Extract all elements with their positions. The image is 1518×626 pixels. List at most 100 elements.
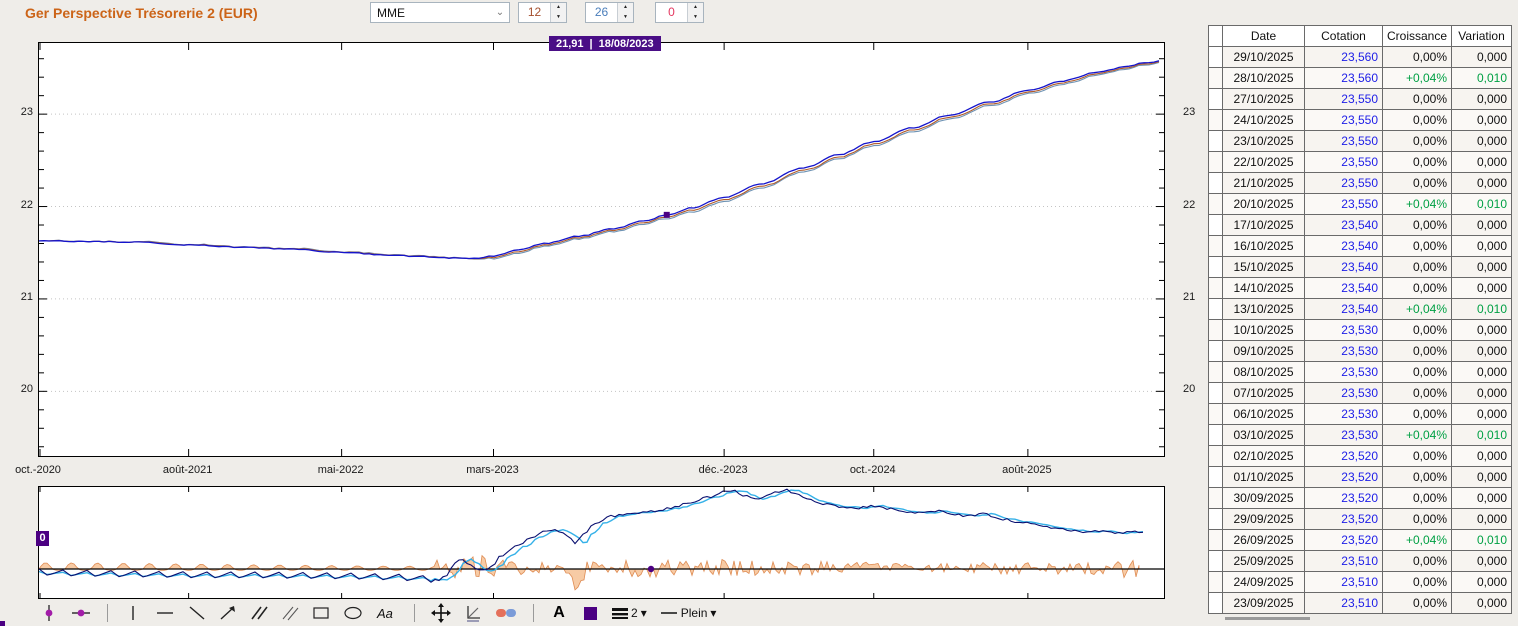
tooltip-date: 18/08/2023 <box>598 37 654 50</box>
row-select-cell[interactable] <box>1208 571 1223 593</box>
slow-period-down-button[interactable]: ▼ <box>618 12 633 22</box>
table-row[interactable]: 10/10/2025 23,530 0,00% 0,000 <box>1208 319 1513 341</box>
row-select-cell[interactable] <box>1208 361 1223 383</box>
macd-indicator-panel[interactable] <box>38 486 1165 599</box>
horizontal-cursor-tool-button[interactable] <box>71 602 91 624</box>
row-select-cell[interactable] <box>1208 298 1223 320</box>
table-row[interactable]: 23/09/2025 23,510 0,00% 0,000 <box>1208 592 1513 614</box>
table-row[interactable]: 24/10/2025 23,550 0,00% 0,000 <box>1208 109 1513 131</box>
table-row[interactable]: 25/09/2025 23,510 0,00% 0,000 <box>1208 550 1513 572</box>
ellipse-tool-button[interactable] <box>343 602 363 624</box>
table-row[interactable]: 07/10/2025 23,530 0,00% 0,000 <box>1208 382 1513 404</box>
third-period-stepper[interactable]: 0 ▲ ▼ <box>655 2 704 23</box>
text-tool-button[interactable]: Aa <box>376 602 398 624</box>
table-row[interactable]: 16/10/2025 23,540 0,00% 0,000 <box>1208 235 1513 257</box>
oblique-line-tool-button[interactable] <box>188 602 206 624</box>
chevron-down-icon: ▾ <box>640 606 647 620</box>
row-select-cell[interactable] <box>1208 109 1223 131</box>
row-select-cell[interactable] <box>1208 172 1223 194</box>
scale-axes-tool-button[interactable] <box>464 602 482 624</box>
row-select-cell[interactable] <box>1208 445 1223 467</box>
eraser-tool-button[interactable] <box>495 602 517 624</box>
row-select-cell[interactable] <box>1208 550 1223 572</box>
table-row[interactable]: 08/10/2025 23,530 0,00% 0,000 <box>1208 361 1513 383</box>
table-row[interactable]: 06/10/2025 23,530 0,00% 0,000 <box>1208 403 1513 425</box>
table-row[interactable]: 26/09/2025 23,520 +0,04% 0,010 <box>1208 529 1513 551</box>
row-select-cell[interactable] <box>1208 214 1223 236</box>
table-row[interactable]: 02/10/2025 23,520 0,00% 0,000 <box>1208 445 1513 467</box>
row-select-cell[interactable] <box>1208 67 1223 89</box>
table-row[interactable]: 14/10/2025 23,540 0,00% 0,000 <box>1208 277 1513 299</box>
row-select-cell[interactable] <box>1208 319 1223 341</box>
vertical-cursor-tool-button[interactable] <box>40 602 58 624</box>
row-select-cell[interactable] <box>1208 382 1223 404</box>
horizontal-line-tool-button[interactable] <box>155 602 175 624</box>
slow-period-up-button[interactable]: ▲ <box>618 3 633 13</box>
table-row[interactable]: 09/10/2025 23,530 0,00% 0,000 <box>1208 340 1513 362</box>
table-row[interactable]: 23/10/2025 23,550 0,00% 0,000 <box>1208 130 1513 152</box>
table-row[interactable]: 03/10/2025 23,530 +0,04% 0,010 <box>1208 424 1513 446</box>
table-row[interactable]: 29/10/2025 23,560 0,00% 0,000 <box>1208 46 1513 68</box>
price-chart-panel[interactable] <box>38 42 1165 457</box>
row-select-cell[interactable] <box>1208 130 1223 152</box>
row-select-cell[interactable] <box>1208 340 1223 362</box>
table-row[interactable]: 24/09/2025 23,510 0,00% 0,000 <box>1208 571 1513 593</box>
macd-indicator-canvas[interactable] <box>38 487 1164 598</box>
third-period-down-button[interactable]: ▼ <box>688 12 703 22</box>
x-axis-label: août-2021 <box>162 464 213 476</box>
table-row[interactable]: 20/10/2025 23,550 +0,04% 0,010 <box>1208 193 1513 215</box>
table-row[interactable]: 01/10/2025 23,520 0,00% 0,000 <box>1208 466 1513 488</box>
table-row[interactable]: 27/10/2025 23,550 0,00% 0,000 <box>1208 88 1513 110</box>
table-row[interactable]: 15/10/2025 23,540 0,00% 0,000 <box>1208 256 1513 278</box>
table-row[interactable]: 21/10/2025 23,550 0,00% 0,000 <box>1208 172 1513 194</box>
table-row[interactable]: 13/10/2025 23,540 +0,04% 0,010 <box>1208 298 1513 320</box>
vertical-line-tool-button[interactable] <box>124 602 142 624</box>
row-select-cell[interactable] <box>1208 151 1223 173</box>
row-select-cell[interactable] <box>1208 529 1223 551</box>
rectangle-tool-button[interactable] <box>312 602 330 624</box>
cell-croissance: 0,00% <box>1381 46 1453 68</box>
cell-variation: 0,000 <box>1451 487 1513 509</box>
font-tool-button[interactable]: A <box>553 604 565 621</box>
row-select-cell[interactable] <box>1208 403 1223 425</box>
cell-date: 24/09/2025 <box>1222 571 1305 593</box>
cell-variation: 0,000 <box>1451 592 1513 614</box>
row-select-cell[interactable] <box>1208 277 1223 299</box>
table-row[interactable]: 28/10/2025 23,560 +0,04% 0,010 <box>1208 67 1513 89</box>
fast-period-down-button[interactable]: ▼ <box>551 12 566 22</box>
table-row[interactable]: 17/10/2025 23,540 0,00% 0,000 <box>1208 214 1513 236</box>
arrow-tool-button[interactable] <box>219 602 237 624</box>
third-period-up-button[interactable]: ▲ <box>688 3 703 13</box>
quotes-table[interactable]: Date Cotation Croissance Variation 29/10… <box>1208 25 1513 614</box>
row-select-cell[interactable] <box>1208 466 1223 488</box>
channel-tool-button[interactable] <box>281 602 299 624</box>
toolbar-separator <box>533 604 534 622</box>
indicator-select[interactable]: MME ⌄ <box>370 2 510 23</box>
row-select-cell[interactable] <box>1208 235 1223 257</box>
cell-croissance: 0,00% <box>1381 235 1453 257</box>
row-select-cell[interactable] <box>1208 508 1223 530</box>
table-horizontal-scrollbar[interactable] <box>1225 617 1310 620</box>
table-row[interactable]: 29/09/2025 23,520 0,00% 0,000 <box>1208 508 1513 530</box>
table-row[interactable]: 30/09/2025 23,520 0,00% 0,000 <box>1208 487 1513 509</box>
parallel-lines-tool-button[interactable] <box>250 602 268 624</box>
row-select-cell[interactable] <box>1208 487 1223 509</box>
row-select-cell[interactable] <box>1208 46 1223 68</box>
row-select-cell[interactable] <box>1208 193 1223 215</box>
row-select-cell[interactable] <box>1208 256 1223 278</box>
row-select-cell[interactable] <box>1208 592 1223 614</box>
row-select-cell[interactable] <box>1208 424 1223 446</box>
slow-period-stepper[interactable]: 26 ▲ ▼ <box>585 2 634 23</box>
price-chart-canvas[interactable] <box>38 43 1164 456</box>
fast-period-up-button[interactable]: ▲ <box>551 3 566 13</box>
table-row[interactable]: 22/10/2025 23,550 0,00% 0,000 <box>1208 151 1513 173</box>
cell-cotation: 23,550 <box>1304 130 1383 152</box>
line-style-dropdown[interactable]: Plein ▾ <box>660 602 716 624</box>
fast-period-stepper[interactable]: 12 ▲ ▼ <box>518 2 567 23</box>
color-picker-button[interactable] <box>581 602 599 624</box>
line-thickness-dropdown[interactable]: 2 ▾ <box>612 602 647 624</box>
cell-cotation: 23,550 <box>1304 151 1383 173</box>
row-select-cell[interactable] <box>1208 88 1223 110</box>
move-tool-button[interactable] <box>431 602 451 624</box>
